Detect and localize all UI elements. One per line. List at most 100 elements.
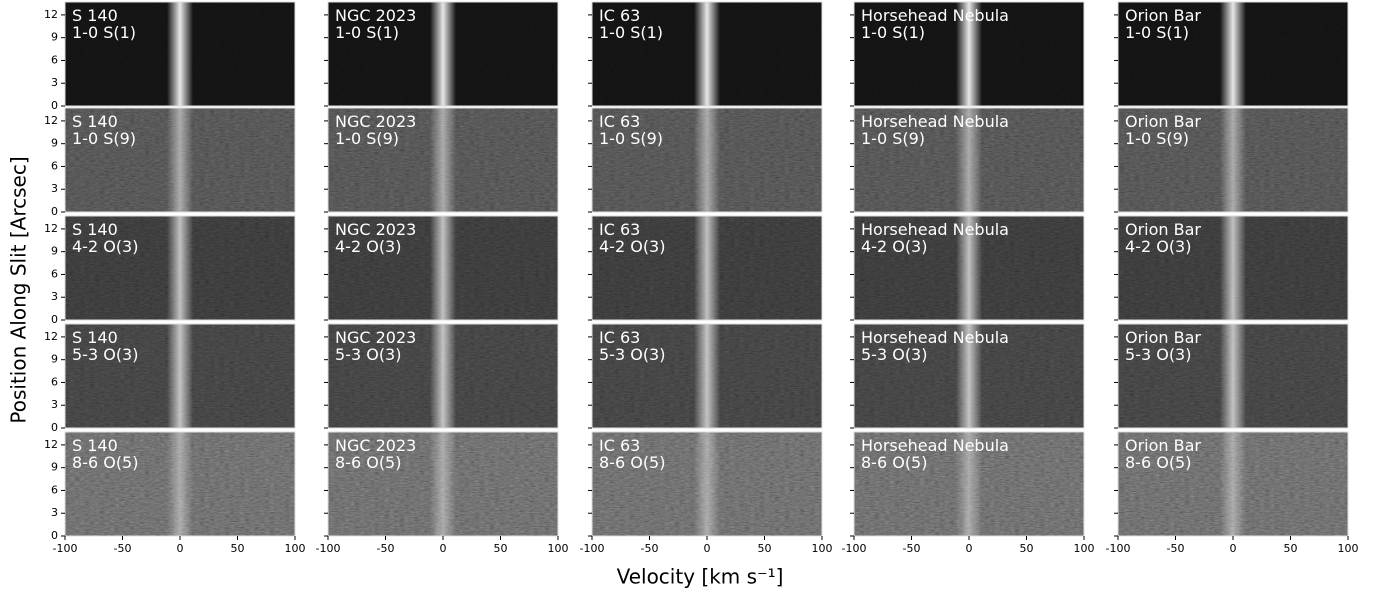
y-tick-label: 0: [51, 313, 58, 326]
panel-line: 4-2 O(3): [599, 237, 665, 256]
x-tick-label: 100: [1338, 542, 1359, 555]
panel-frame: [591, 107, 823, 213]
y-tick-label: 6: [51, 53, 58, 66]
panel-source: S 140: [72, 436, 118, 455]
emission-stripe: [694, 432, 720, 536]
x-tick-label: 50: [231, 542, 245, 555]
panel-line: 4-2 O(3): [1125, 237, 1191, 256]
x-tick-label: 50: [1020, 542, 1034, 555]
y-tick-label: 3: [51, 398, 58, 411]
emission-stripe: [956, 2, 982, 106]
panel-frame: [64, 215, 296, 321]
panel-line: 5-3 O(3): [1125, 345, 1191, 364]
x-tick-label: 0: [440, 542, 447, 555]
panel-frame: [591, 323, 823, 429]
panel-source: IC 63: [599, 436, 640, 455]
y-tick-label: 3: [51, 506, 58, 519]
panel-source: S 140: [72, 328, 118, 347]
panel-line: 4-2 O(3): [861, 237, 927, 256]
y-tick-label: 3: [51, 290, 58, 303]
y-tick-label: 0: [51, 99, 58, 112]
x-tick-label: -50: [641, 542, 659, 555]
emission-stripe: [1220, 108, 1246, 212]
panel-line: 8-6 O(5): [1125, 453, 1191, 472]
panel-frame: [853, 1, 1085, 107]
panel-source: Orion Bar: [1125, 220, 1201, 239]
y-tick-label: 6: [51, 375, 58, 388]
x-tick-label: -100: [316, 542, 341, 555]
panel-line: 1-0 S(1): [861, 23, 925, 42]
panel-frame: [853, 215, 1085, 321]
panel-source: Horsehead Nebula: [861, 6, 1009, 25]
emission-stripe: [430, 432, 456, 536]
panel-frame: [327, 323, 559, 429]
panel-source: IC 63: [599, 112, 640, 131]
panel-source: IC 63: [599, 6, 640, 25]
panel-line: 1-0 S(9): [335, 129, 399, 148]
panel-frame: [1117, 107, 1349, 213]
y-tick-label: 12: [44, 438, 58, 451]
y-tick-label: 3: [51, 76, 58, 89]
y-tick-label: 12: [44, 8, 58, 21]
panel-frame: [64, 107, 296, 213]
emission-stripe: [167, 108, 193, 212]
panel-source: Orion Bar: [1125, 112, 1201, 131]
y-tick-label: 9: [51, 461, 58, 474]
emission-stripe: [1220, 2, 1246, 106]
x-tick-label: -50: [1167, 542, 1185, 555]
panel-source: Horsehead Nebula: [861, 112, 1009, 131]
panel-frame: [327, 107, 559, 213]
x-tick-label: 100: [1074, 542, 1095, 555]
panel-frame: [1117, 215, 1349, 321]
emission-stripe: [956, 108, 982, 212]
x-tick-label: -50: [903, 542, 921, 555]
panel-source: Orion Bar: [1125, 436, 1201, 455]
panel-line: 8-6 O(5): [335, 453, 401, 472]
emission-stripe: [167, 432, 193, 536]
emission-stripe: [430, 324, 456, 428]
panel-frame: [64, 323, 296, 429]
panel-source: Orion Bar: [1125, 328, 1201, 347]
emission-stripe: [430, 216, 456, 320]
emission-stripe: [430, 108, 456, 212]
panel-source: S 140: [72, 112, 118, 131]
panel-source: IC 63: [599, 328, 640, 347]
panel-frame: [591, 1, 823, 107]
x-tick-label: -100: [842, 542, 867, 555]
panel-line: 5-3 O(3): [72, 345, 138, 364]
panel-source: IC 63: [599, 220, 640, 239]
emission-stripe: [1220, 432, 1246, 536]
emission-stripe: [1220, 216, 1246, 320]
y-axis-label: Position Along Slit [Arcsec]: [7, 156, 31, 423]
y-tick-label: 9: [51, 353, 58, 366]
y-tick-label: 3: [51, 182, 58, 195]
emission-stripe: [956, 216, 982, 320]
panel-line: 1-0 S(1): [1125, 23, 1189, 42]
y-tick-label: 0: [51, 205, 58, 218]
panel-line: 8-6 O(5): [861, 453, 927, 472]
x-tick-label: 100: [548, 542, 569, 555]
y-tick-label: 12: [44, 222, 58, 235]
emission-stripe: [167, 324, 193, 428]
panel-line: 1-0 S(1): [72, 23, 136, 42]
panel-line: 1-0 S(9): [72, 129, 136, 148]
emission-stripe: [1220, 324, 1246, 428]
x-tick-label: 0: [966, 542, 973, 555]
panel-frame: [591, 215, 823, 321]
emission-stripe: [694, 108, 720, 212]
y-tick-label: 6: [51, 159, 58, 172]
panel-frame: [853, 107, 1085, 213]
panel-source: NGC 2023: [335, 112, 416, 131]
emission-stripe: [956, 432, 982, 536]
panel-line: 5-3 O(3): [335, 345, 401, 364]
x-tick-label: 0: [1230, 542, 1237, 555]
x-tick-label: -50: [114, 542, 132, 555]
y-tick-label: 9: [51, 245, 58, 258]
panel-source: Horsehead Nebula: [861, 328, 1009, 347]
emission-stripe: [694, 2, 720, 106]
emission-stripe: [694, 324, 720, 428]
panel-source: NGC 2023: [335, 436, 416, 455]
emission-stripe: [430, 2, 456, 106]
panel-frame: [1117, 323, 1349, 429]
panel-line: 1-0 S(1): [335, 23, 399, 42]
